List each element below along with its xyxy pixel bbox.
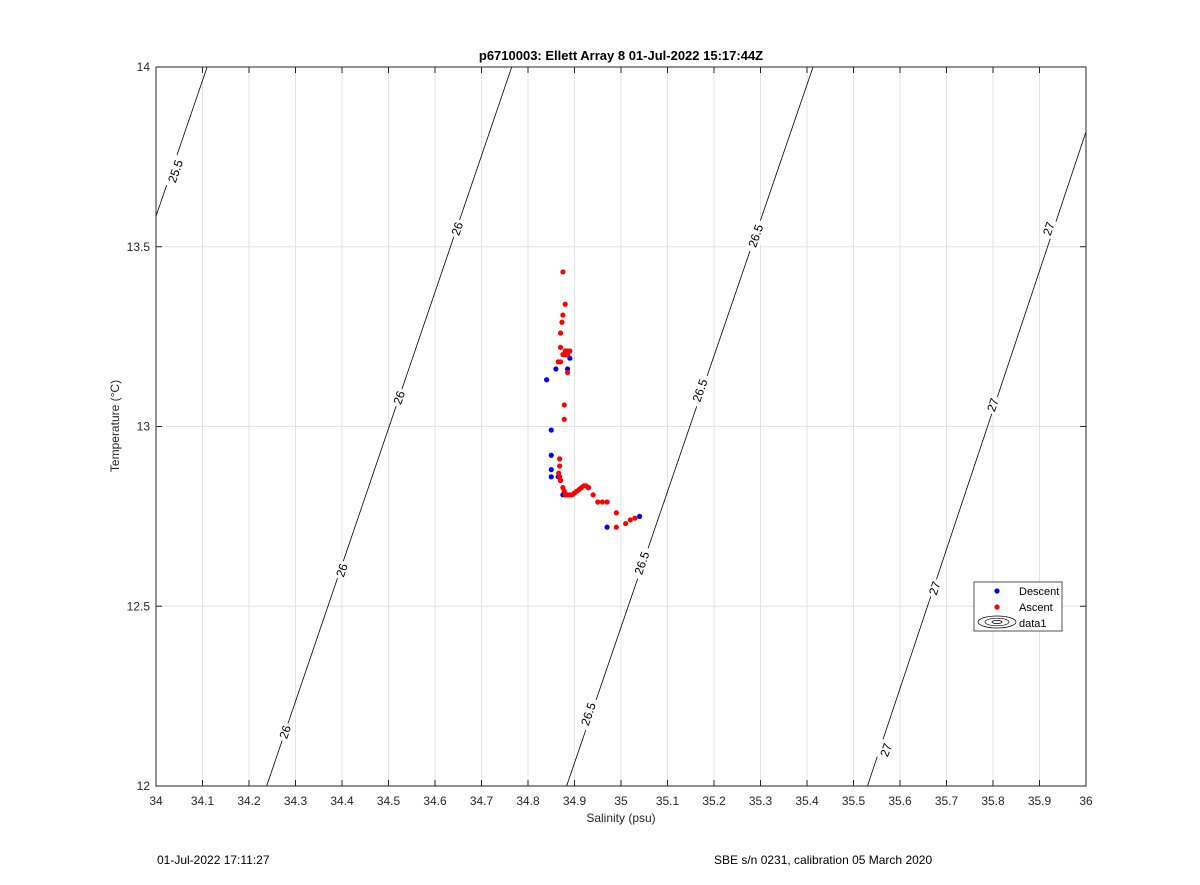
x-tick-label: 34.3 (284, 794, 308, 808)
x-tick-label: 34.5 (377, 794, 401, 808)
x-tick-label: 34.4 (330, 794, 354, 808)
ascent-point (557, 359, 564, 365)
isopycnal-label: 26 (275, 721, 295, 743)
descent-point (564, 366, 571, 372)
x-tick-label: 34.7 (470, 794, 494, 808)
y-tick-label: 12.5 (127, 599, 151, 613)
legend-ascent-marker (994, 604, 1000, 610)
legend: Descent Ascent data1 (973, 581, 1063, 632)
svg-text:27: 27 (984, 396, 1002, 413)
ascent-point (613, 524, 619, 530)
x-tick-label: 35.3 (749, 794, 773, 808)
x-tick-label: 34.9 (563, 794, 587, 808)
svg-text:26: 26 (333, 561, 351, 578)
descent-point (548, 474, 554, 480)
x-tick-label: 35 (614, 794, 628, 808)
isopycnal-label: 26 (332, 559, 352, 582)
x-tick-label: 35.7 (935, 794, 959, 808)
x-tick-label: 35.1 (656, 794, 680, 808)
data-points (544, 269, 643, 530)
y-axis-label: Temperature (°C) (108, 380, 122, 472)
ascent-point (561, 402, 567, 408)
isopycnal-line (566, 67, 814, 786)
ascent-point (632, 515, 638, 521)
x-axis-ticks: 34 34.1 34.2 34.3 34.4 34.5 34.6 34.7 34.8 34.9 35… (149, 67, 1093, 808)
ascent-point (557, 344, 564, 351)
ascent-point (557, 456, 563, 462)
svg-text:26: 26 (390, 389, 408, 406)
svg-text:26: 26 (276, 723, 294, 740)
legend-ascent-label: Ascent (1019, 602, 1053, 614)
legend-contour-icon (977, 615, 1017, 629)
isopycnal-label: 27 (1039, 218, 1059, 240)
descent-point (604, 524, 610, 530)
ascent-point (561, 416, 567, 422)
y-tick-label: 12 (137, 779, 151, 793)
ascent-point (557, 477, 564, 484)
y-tick-label: 13.5 (127, 240, 151, 254)
ascent-point (564, 369, 571, 376)
chart-title: p6710003: Ellett Array 8 01-Jul-2022 15:… (479, 48, 763, 63)
x-tick-label: 35.9 (1028, 794, 1052, 808)
x-tick-label: 35.4 (795, 794, 819, 808)
descent-point (548, 452, 554, 458)
ascent-point (560, 269, 566, 275)
descent-point (548, 427, 554, 433)
legend-descent-label: Descent (1019, 586, 1059, 598)
isopycnal-label: 27 (876, 739, 896, 761)
legend-box (973, 581, 1063, 632)
y-tick-label: 14 (137, 60, 151, 74)
ascent-point (559, 319, 565, 325)
ascent-point (613, 510, 619, 516)
svg-text:26: 26 (449, 220, 467, 237)
grid (156, 67, 1086, 786)
ascent-point (590, 492, 596, 498)
x-tick-label: 36 (1079, 794, 1093, 808)
svg-text:27: 27 (926, 579, 944, 596)
ascent-point (564, 352, 571, 358)
x-tick-label: 34.2 (237, 794, 261, 808)
ascent-point (623, 520, 629, 527)
x-tick-label: 35.5 (842, 794, 866, 808)
ascent-point (560, 312, 566, 318)
isopycnal-label: 27 (925, 577, 945, 600)
svg-text:27: 27 (1040, 220, 1058, 237)
x-tick-label: 34.1 (191, 794, 215, 808)
ascent-point (595, 499, 601, 505)
isopycnal-line (867, 131, 1086, 786)
isopycnal-label: 26 (447, 217, 467, 240)
x-axis-label: Salinity (psu) (586, 811, 655, 825)
ascent-point (599, 499, 606, 505)
isopycnal-line (266, 67, 513, 786)
x-tick-label: 34.8 (516, 794, 540, 808)
ascent-point (604, 499, 610, 505)
descent-point (548, 467, 554, 473)
descent-point (553, 366, 559, 372)
descent-point (544, 377, 550, 383)
footer-calibration: SBE s/n 0231, calibration 05 March 2020 (714, 853, 933, 867)
x-tick-label: 34 (149, 794, 163, 808)
ascent-point (627, 517, 633, 523)
y-axis-ticks: 12 12.5 13 13.5 14 (127, 60, 1086, 793)
x-tick-label: 34.6 (423, 794, 447, 808)
y-tick-label: 13 (137, 420, 151, 434)
legend-data1-label: data1 (1019, 618, 1047, 630)
isopycnal-line (156, 67, 208, 217)
ascent-point (557, 463, 563, 469)
ascent-point (562, 301, 568, 307)
isopycnal-label: 26 (389, 386, 409, 409)
x-tick-label: 35.6 (888, 794, 912, 808)
svg-text:27: 27 (877, 741, 895, 758)
legend-descent-marker (994, 588, 1000, 594)
isopycnal-label: 27 (983, 394, 1003, 416)
x-tick-label: 35.2 (702, 794, 726, 808)
ascent-point (585, 485, 592, 491)
descent-point (637, 513, 643, 519)
ascent-point (557, 330, 564, 336)
x-tick-label: 35.8 (981, 794, 1005, 808)
footer-timestamp: 01-Jul-2022 17:11:27 (157, 853, 270, 867)
